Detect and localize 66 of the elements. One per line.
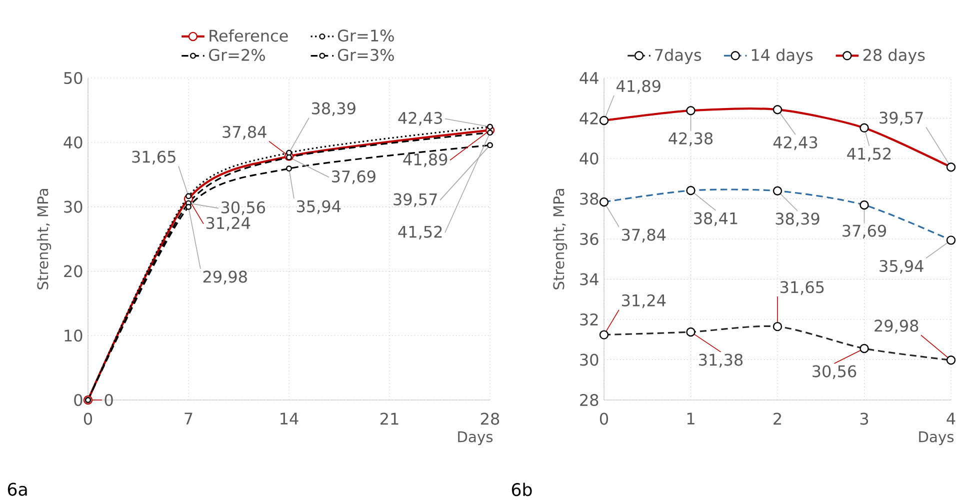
data-label: 42,43 — [398, 112, 442, 126]
data-label: 35,94 — [880, 260, 924, 274]
legend-label: Gr=2% — [209, 48, 265, 61]
y-tick-label: 44 — [580, 72, 598, 84]
y-axis-title: Strenght, MPa — [36, 189, 52, 290]
data-label: 41,89 — [403, 153, 448, 168]
y-tick-label: 38 — [580, 192, 598, 205]
data-label: 35,94 — [296, 200, 341, 214]
legend-label: 28 days — [863, 48, 925, 64]
y-tick-label: 10 — [64, 330, 82, 342]
x-tick-label: 0 — [84, 412, 92, 425]
data-label: 38,39 — [312, 102, 356, 116]
x-axis-title: Days — [458, 431, 493, 446]
x-tick-label: 2 — [774, 412, 781, 425]
data-label: 37,84 — [222, 126, 266, 140]
x-tick-label: 28 — [480, 412, 500, 425]
y-tick-label: 50 — [64, 72, 82, 84]
x-tick-label: 0 — [600, 412, 608, 425]
y-tick-label: 28 — [580, 394, 598, 406]
data-label: 41,89 — [616, 80, 660, 94]
x-tick-label: 14 — [280, 412, 298, 424]
y-tick-label: 0 — [74, 394, 82, 406]
data-label: 38,41 — [694, 212, 738, 226]
y-tick-label: 30 — [64, 200, 82, 213]
data-label: 37,84 — [622, 228, 666, 242]
y-tick-label: 30 — [580, 354, 598, 366]
data-label: 31,24 — [622, 294, 666, 308]
data-label: 30,56 — [812, 365, 856, 379]
data-label: 37,69 — [332, 170, 376, 184]
data-label: 41,52 — [847, 148, 891, 162]
data-label: 39,57 — [394, 193, 437, 208]
data-label: 30,56 — [221, 201, 266, 216]
y-tick-label: 34 — [580, 273, 598, 286]
data-label: 38,39 — [776, 212, 820, 226]
y-tick-label: 36 — [580, 232, 598, 246]
data-label: 37,69 — [842, 224, 886, 238]
legend-label: 7days — [655, 48, 702, 64]
data-label: 31,65 — [780, 281, 824, 295]
data-label: 29,98 — [203, 270, 247, 284]
y-tick-label: 42 — [580, 112, 598, 124]
data-label: 29,98 — [874, 320, 918, 334]
legend-label: Gr=1% — [338, 30, 394, 42]
data-label: 31,38 — [699, 354, 743, 368]
text: 6b — [512, 482, 532, 496]
x-tick-label: 7 — [184, 412, 192, 424]
data-label: 39,57 — [880, 112, 923, 126]
data-label: 31,65 — [132, 150, 176, 164]
y-tick-label: 40 — [64, 136, 82, 148]
data-label: 31,24 — [206, 216, 250, 231]
data-label: 42,43 — [773, 136, 818, 150]
legend-label: 14 days — [752, 48, 813, 64]
y-tick-label: 32 — [580, 313, 598, 326]
data-label: 42,38 — [668, 132, 713, 146]
x-tick-label: 3 — [860, 412, 868, 425]
x-tick-label: 4 — [946, 412, 956, 424]
text: 6a — [8, 482, 27, 496]
legend-label: Reference — [210, 29, 288, 42]
x-tick-label: 1 — [687, 412, 694, 424]
legend-label: Gr=3% — [338, 48, 394, 61]
x-axis-title: Days — [919, 431, 954, 446]
y-tick-label: 40 — [580, 152, 598, 165]
data-label: 0 — [104, 394, 113, 406]
y-axis-title: Strenght, MPa — [552, 189, 568, 290]
y-tick-label: 20 — [64, 265, 82, 278]
x-tick-label: 21 — [380, 412, 398, 425]
data-label: 41,52 — [398, 226, 442, 240]
